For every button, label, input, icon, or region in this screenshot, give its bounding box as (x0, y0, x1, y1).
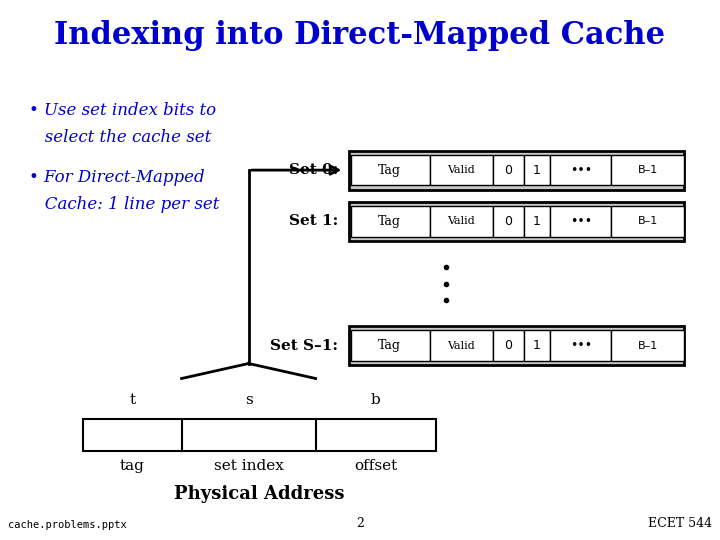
Text: Valid: Valid (448, 165, 475, 175)
Text: Tag: Tag (378, 339, 401, 352)
Text: 2: 2 (356, 517, 364, 530)
Text: •••: ••• (570, 164, 592, 177)
Text: b: b (371, 394, 380, 408)
Bar (430, 155, 493, 185)
Bar (351, 206, 430, 237)
Bar (550, 155, 611, 185)
Text: Tag: Tag (378, 164, 401, 177)
Bar (550, 206, 611, 237)
Bar (611, 330, 684, 361)
Text: ECET 544: ECET 544 (648, 517, 712, 530)
Bar (523, 330, 550, 361)
Bar (430, 206, 493, 237)
Text: tag: tag (120, 459, 145, 473)
Bar (493, 206, 523, 237)
Text: 0: 0 (505, 164, 513, 177)
Text: cache.problems.pptx: cache.problems.pptx (8, 520, 127, 530)
Bar (493, 155, 523, 185)
Bar (349, 151, 684, 190)
Text: t: t (129, 394, 135, 408)
Text: •••: ••• (570, 215, 592, 228)
Text: Set 1:: Set 1: (289, 214, 338, 228)
Text: B–1: B–1 (638, 165, 658, 175)
Bar (523, 155, 550, 185)
Text: •••: ••• (570, 339, 592, 352)
Text: Indexing into Direct-Mapped Cache: Indexing into Direct-Mapped Cache (55, 19, 665, 51)
Bar (351, 155, 430, 185)
Text: 1: 1 (533, 164, 541, 177)
Bar (523, 206, 550, 237)
Text: Cache: 1 line per set: Cache: 1 line per set (29, 195, 219, 213)
Text: 0: 0 (505, 215, 513, 228)
Text: 1: 1 (533, 215, 541, 228)
Bar (83, 418, 436, 451)
Bar (611, 206, 684, 237)
Bar (611, 155, 684, 185)
Bar (550, 330, 611, 361)
Text: s: s (245, 394, 253, 408)
Text: 1: 1 (533, 339, 541, 352)
Text: Set S–1:: Set S–1: (270, 339, 338, 353)
Bar (349, 202, 684, 241)
Text: 0: 0 (505, 339, 513, 352)
Text: Set 0:: Set 0: (289, 163, 338, 177)
Bar (349, 326, 684, 365)
Text: • For Direct-Mapped: • For Direct-Mapped (29, 168, 204, 186)
Text: Valid: Valid (448, 341, 475, 350)
Bar (430, 330, 493, 361)
Bar (351, 330, 430, 361)
Text: set index: set index (214, 459, 284, 473)
Text: offset: offset (354, 459, 397, 473)
Text: Valid: Valid (448, 217, 475, 226)
Text: Physical Address: Physical Address (174, 485, 344, 503)
Text: Tag: Tag (378, 215, 401, 228)
Text: select the cache set: select the cache set (29, 129, 211, 146)
Text: B–1: B–1 (638, 217, 658, 226)
Bar (493, 330, 523, 361)
Text: B–1: B–1 (638, 341, 658, 350)
Text: • Use set index bits to: • Use set index bits to (29, 102, 216, 119)
